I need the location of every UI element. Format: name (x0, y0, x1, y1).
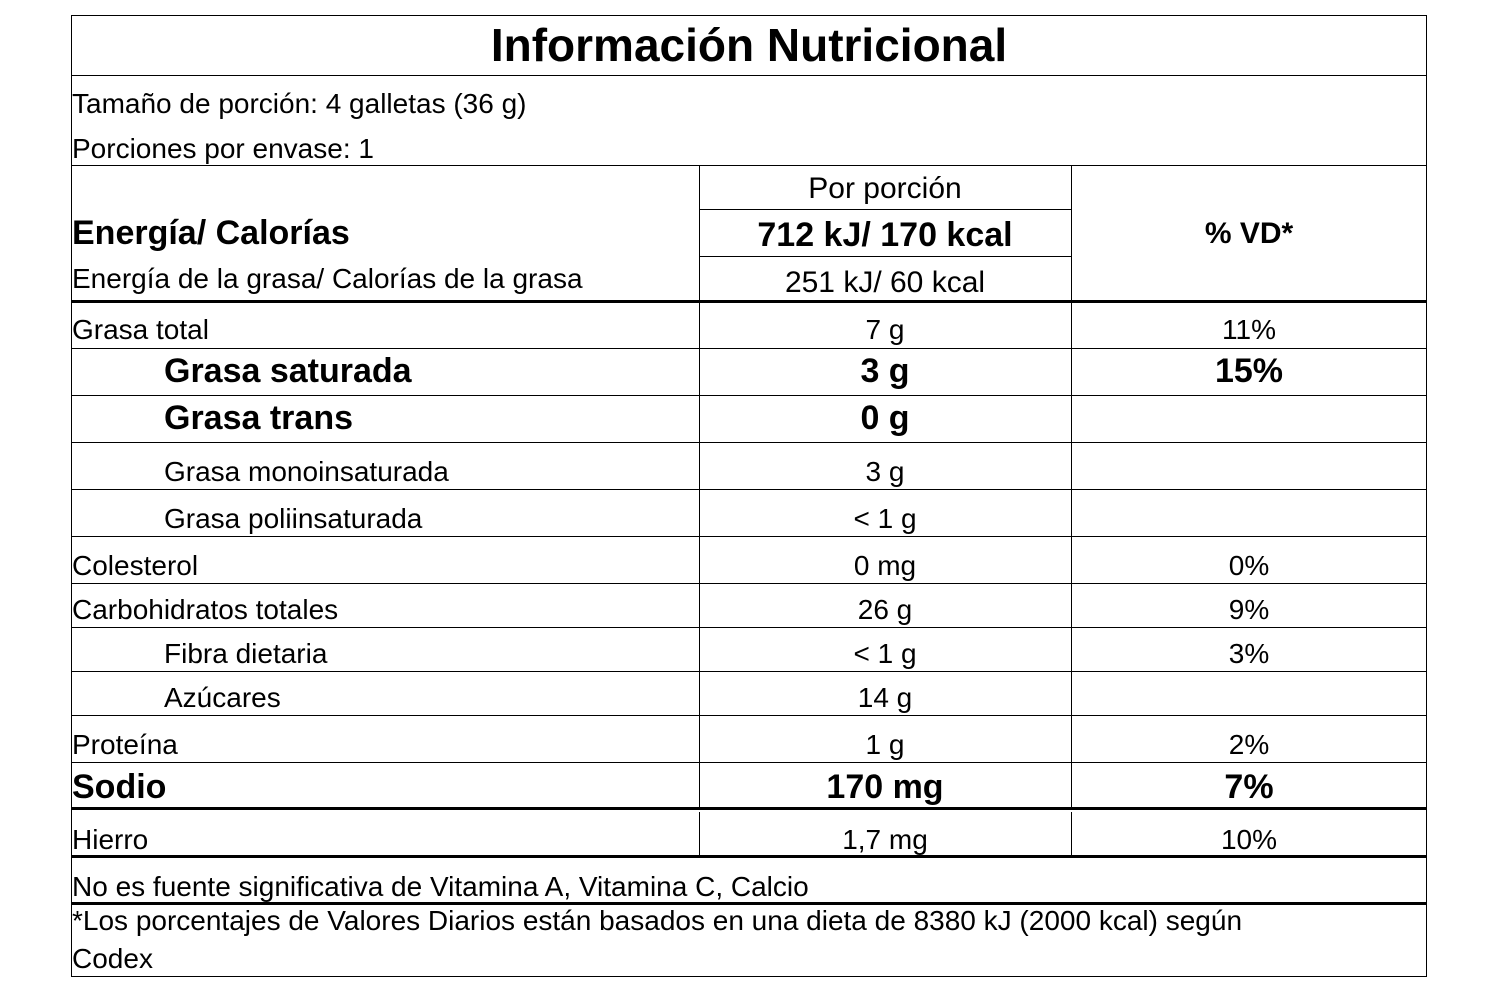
column-divider (699, 762, 700, 809)
column-divider (1071, 627, 1072, 671)
column-divider (699, 812, 700, 857)
nutrient-daily-value: 10% (1220, 824, 1278, 855)
daily-value-header: % VD* (1204, 217, 1294, 250)
column-divider (699, 442, 700, 489)
footnote-sources: No es fuente significativa de Vitamina A… (72, 871, 809, 902)
nutrient-daily-value: 9% (1228, 594, 1270, 625)
nutrient-name: Grasa trans (164, 399, 353, 437)
column-divider (1071, 671, 1072, 715)
divider-thick (72, 300, 1426, 303)
column-divider (1071, 583, 1072, 627)
divider-thick (72, 902, 1426, 905)
column-divider (699, 395, 700, 442)
column-divider (1071, 303, 1072, 348)
divider (699, 209, 1071, 210)
row-divider (72, 536, 1426, 537)
column-divider (1071, 762, 1072, 809)
nutrient-name: Azúcares (164, 682, 281, 713)
nutrient-name: Colesterol (72, 550, 199, 581)
column-divider (699, 489, 700, 536)
divider (699, 256, 1071, 257)
nutrient-name: Grasa poliinsaturada (164, 503, 423, 534)
row-divider (72, 442, 1426, 443)
nutrient-daily-value: 2% (1228, 729, 1270, 760)
column-divider (699, 583, 700, 627)
energy-label: Energía/ Calorías (72, 214, 350, 252)
column-divider (1071, 536, 1072, 583)
row-divider (72, 671, 1426, 672)
nutrient-daily-value: 0% (1228, 550, 1270, 581)
nutrient-amount: 26 g (857, 594, 913, 625)
row-divider (72, 583, 1426, 584)
column-divider (1071, 395, 1072, 442)
nutrient-name: Grasa saturada (164, 352, 412, 390)
nutrient-daily-value: 7% (1224, 768, 1274, 806)
nutrient-amount: 0 mg (853, 550, 917, 581)
column-divider (699, 348, 700, 395)
nutrient-amount: 170 mg (826, 768, 944, 806)
column-divider (699, 303, 700, 348)
fat-energy-label: Energía de la grasa/ Calorías de la gras… (72, 263, 583, 294)
fat-energy-value: 251 kJ/ 60 kcal (784, 266, 986, 299)
serving-size: Tamaño de porción: 4 galletas (36 g) (72, 88, 527, 119)
label-title: Información Nutricional (490, 19, 1008, 71)
row-divider (72, 715, 1426, 716)
divider-thick (72, 807, 1426, 810)
row-divider (72, 395, 1426, 396)
footnote-daily-values: *Los porcentajes de Valores Diarios está… (72, 905, 1243, 936)
column-divider (1071, 348, 1072, 395)
column-divider (1071, 489, 1072, 536)
row-divider (72, 627, 1426, 628)
nutrient-amount: 3 g (865, 456, 905, 487)
divider-thick (72, 855, 1426, 858)
nutrient-name: Carbohidratos totales (72, 594, 339, 625)
divider (72, 75, 1426, 76)
nutrient-amount: < 1 g (853, 638, 917, 669)
column-divider (699, 536, 700, 583)
column-divider (699, 627, 700, 671)
nutrient-amount: 1 g (865, 729, 905, 760)
nutrient-daily-value: 3% (1228, 638, 1270, 669)
nutrient-name: Hierro (72, 824, 149, 855)
divider (72, 165, 1426, 166)
nutrient-name: Grasa total (72, 314, 209, 345)
row-divider (72, 489, 1426, 490)
nutrient-amount: 7 g (865, 314, 905, 345)
nutrition-facts-label: Información Nutricional Tamaño de porció… (71, 15, 1427, 977)
nutrient-name: Grasa monoinsaturada (164, 456, 449, 487)
nutrient-daily-value: 15% (1214, 352, 1284, 390)
row-divider (72, 348, 1426, 349)
nutrient-amount: 3 g (860, 352, 910, 390)
footnote-daily-values-cont: Codex (72, 943, 153, 974)
column-divider (1071, 812, 1072, 857)
nutrient-amount: < 1 g (853, 503, 917, 534)
column-divider (699, 671, 700, 715)
nutrient-amount: 1,7 mg (842, 824, 928, 855)
column-divider (1071, 715, 1072, 762)
column-divider (699, 166, 700, 302)
nutrient-name: Proteína (72, 729, 178, 760)
nutrient-name: Sodio (72, 768, 167, 806)
nutrient-amount: 14 g (857, 682, 913, 713)
energy-value: 712 kJ/ 170 kcal (757, 216, 1013, 254)
per-serving-header: Por porción (808, 172, 962, 205)
row-divider (72, 762, 1426, 763)
column-divider (699, 715, 700, 762)
nutrient-amount: 0 g (860, 399, 910, 437)
column-divider (1071, 442, 1072, 489)
servings-per-container: Porciones por envase: 1 (72, 133, 374, 164)
nutrient-daily-value: 11% (1222, 314, 1276, 345)
column-divider (1071, 166, 1072, 302)
nutrient-name: Fibra dietaria (164, 638, 328, 669)
